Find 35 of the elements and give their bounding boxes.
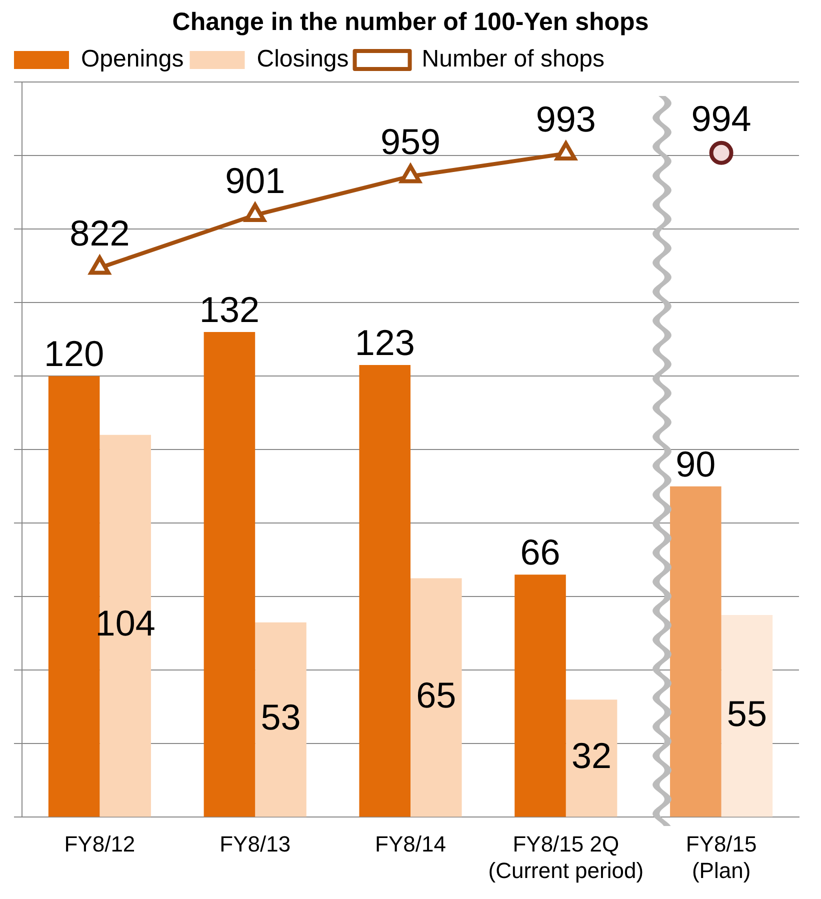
data-label: 901 [225, 160, 286, 201]
bar [359, 365, 410, 817]
data-label: 66 [520, 532, 560, 573]
data-label: 123 [354, 322, 415, 363]
x-tick-label: FY8/15 (Plan) [686, 831, 757, 883]
x-tick-label: FY8/13 [220, 831, 291, 856]
x-tick-label: FY8/14 [375, 831, 446, 856]
data-label: 65 [416, 674, 456, 716]
point [244, 203, 266, 222]
data-label: 132 [199, 288, 260, 330]
bar [566, 700, 618, 817]
x-tick-label: FY8/15 2Q (Current period) [488, 831, 644, 883]
data-label: 993 [536, 98, 596, 140]
bar [255, 622, 306, 817]
data-label: 32 [572, 735, 612, 776]
point [400, 164, 422, 184]
data-label: 55 [726, 692, 767, 734]
bar [721, 615, 773, 817]
data-label: 959 [380, 121, 441, 162]
data-label: 822 [70, 212, 130, 254]
legend-label: Number of shops [422, 46, 605, 73]
data-label: 994 [691, 98, 752, 139]
bar [410, 578, 462, 817]
bar [204, 332, 256, 817]
chart-title: Change in the number of 100-Yen shops [172, 8, 649, 36]
x-tick-label: FY8/12 [64, 831, 136, 856]
point [89, 256, 110, 275]
data-label: 53 [260, 696, 301, 738]
bar [48, 376, 100, 817]
legend-label: Openings [81, 46, 184, 73]
bar [514, 574, 566, 817]
data-label: 120 [44, 333, 104, 374]
point [555, 142, 577, 161]
legend-label: Closings [256, 46, 349, 73]
data-label: 90 [676, 443, 716, 484]
